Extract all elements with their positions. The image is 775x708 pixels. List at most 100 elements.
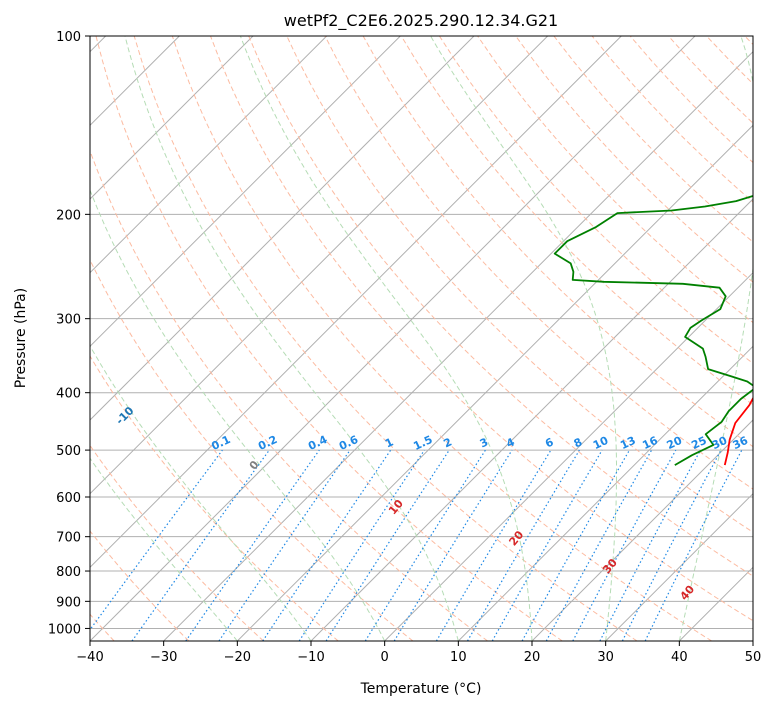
isotherm-line xyxy=(90,36,549,495)
isotherm-line xyxy=(752,640,753,641)
dry-adiabat-line xyxy=(362,36,753,448)
isotherm-line xyxy=(90,36,696,641)
mixing-ratio-label: 10 xyxy=(591,434,611,452)
moist-adiabat-label: 0 xyxy=(247,458,262,472)
y-tick-label: 700 xyxy=(56,531,81,546)
y-tick-label: 300 xyxy=(56,313,81,328)
x-tick-label: 20 xyxy=(524,650,541,665)
isotherm-line xyxy=(90,36,475,421)
moist-adiabat-label: 30 xyxy=(600,556,620,576)
mixing-ratio-line xyxy=(621,449,722,641)
mixing-ratio-line xyxy=(466,449,580,641)
mixing-ratio-line xyxy=(298,449,425,641)
chart-title: wetPf2_C2E6.2025.290.12.34.G21 xyxy=(284,11,558,31)
moist-adiabat-line xyxy=(90,188,386,641)
plot-area xyxy=(90,36,753,641)
x-tick-label: −40 xyxy=(76,650,103,665)
mixing-ratio-label: 13 xyxy=(618,434,637,452)
mixing-ratio-line xyxy=(131,449,270,641)
moist-adiabat-line xyxy=(90,344,312,641)
mixing-ratio-line xyxy=(218,449,351,641)
dry-adiabat-line xyxy=(90,444,264,641)
moist-adiabat-line xyxy=(124,36,459,641)
moist-adiabat-line xyxy=(239,36,533,641)
mixing-ratio-line xyxy=(185,449,320,641)
y-tick-label: 200 xyxy=(56,208,81,223)
isotherm-line xyxy=(531,419,753,641)
y-tick-label: 500 xyxy=(56,444,81,459)
x-axis-ticks: −40 −30 −20 −10 0 10 20 30 40 50 xyxy=(76,641,761,665)
x-tick-label: 30 xyxy=(597,650,614,665)
mixing-ratio-line xyxy=(572,449,677,641)
x-tick-label: 0 xyxy=(381,650,389,665)
dry-adiabat-line xyxy=(90,258,414,641)
mixing-ratio-line xyxy=(545,449,653,641)
dry-adiabat-line xyxy=(90,355,339,641)
moist-adiabat-line xyxy=(90,457,238,641)
mixing-ratio-line xyxy=(435,449,552,641)
y-tick-label: 100 xyxy=(56,30,81,45)
moist-adiabat-line xyxy=(678,36,753,641)
isotherm-line xyxy=(310,198,753,641)
mixing-ratio-label: 6 xyxy=(543,435,556,450)
mixing-ratio-label: 20 xyxy=(665,434,685,452)
x-axis-label: Temperature (°C) xyxy=(360,681,482,697)
mixing-ratio-label: 25 xyxy=(689,434,708,452)
line-labels: 0.1 0.2 0.4 0.6 1 1.5 2 3 4 6 8 10 13 16 20 25 30 36-1001… xyxy=(113,404,750,603)
dry-adiabat-line xyxy=(668,36,753,124)
dry-adiabat-line xyxy=(324,36,753,490)
plot-frame xyxy=(89,35,754,642)
isotherm-line xyxy=(605,492,753,641)
y-tick-label: 800 xyxy=(56,565,81,580)
y-axis-label: Pressure (hPa) xyxy=(13,288,29,388)
mixing-ratio-lines xyxy=(90,449,743,641)
dry-adiabat-line xyxy=(95,36,563,641)
y-axis-ticks: 100 200 300 400 500 600 700 800 900 1000 xyxy=(48,30,90,637)
moist-adiabat-label: 10 xyxy=(386,497,406,517)
y-tick-label: 1000 xyxy=(48,622,81,637)
moist-adiabat-label: 20 xyxy=(507,528,527,548)
isotherm-line xyxy=(90,36,254,200)
y-tick-label: 600 xyxy=(56,491,81,506)
x-tick-label: 50 xyxy=(745,650,762,665)
mixing-ratio-label: 2 xyxy=(442,435,454,450)
dry-adiabat-line xyxy=(171,36,712,641)
moist-adiabat-label: 40 xyxy=(677,583,697,603)
isotherm-line xyxy=(163,50,753,641)
mixing-ratio-line xyxy=(90,449,223,631)
dry-adiabat-line xyxy=(438,36,753,365)
moist-adiabat-line xyxy=(430,36,617,641)
isotherm-line xyxy=(90,36,622,569)
mixing-ratio-label: 16 xyxy=(640,434,660,452)
mixing-ratio-label: 30 xyxy=(710,434,730,452)
isotherm-line xyxy=(384,271,753,641)
x-tick-label: −10 xyxy=(297,650,324,665)
dry-adiabat-line xyxy=(133,36,638,641)
dry-adiabat-line xyxy=(706,36,753,85)
mixing-ratio-line xyxy=(644,449,743,641)
skewed-isotherms xyxy=(90,36,753,641)
dry-adiabats xyxy=(90,36,753,641)
mixing-ratio-label: 4 xyxy=(504,435,517,450)
mixing-ratio-label: 1 xyxy=(383,435,395,450)
moist-adiabat-line xyxy=(752,639,753,641)
mixing-ratio-line xyxy=(325,449,450,641)
dry-adiabat-label: -10 xyxy=(113,404,136,427)
dewpoint-profile-line xyxy=(553,194,753,466)
dry-adiabat-line xyxy=(515,36,753,283)
x-tick-label: 40 xyxy=(671,650,688,665)
isotherm-line xyxy=(236,124,753,641)
temperature-profile-line xyxy=(723,396,753,466)
dry-adiabat-line xyxy=(210,36,753,622)
dry-adiabat-line xyxy=(744,36,753,46)
dry-adiabat-line xyxy=(400,36,753,406)
sounding-profiles xyxy=(553,194,753,466)
dry-adiabat-line xyxy=(90,149,488,641)
y-tick-label: 400 xyxy=(56,387,81,402)
x-tick-label: −20 xyxy=(224,650,251,665)
mixing-ratio-line xyxy=(393,449,513,641)
isotherm-line xyxy=(678,566,753,641)
x-tick-label: −30 xyxy=(150,650,177,665)
dry-adiabat-line xyxy=(248,36,753,577)
